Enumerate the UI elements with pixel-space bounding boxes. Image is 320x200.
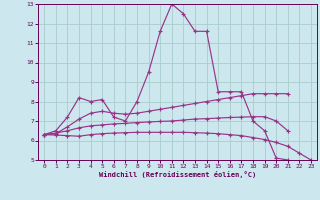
X-axis label: Windchill (Refroidissement éolien,°C): Windchill (Refroidissement éolien,°C) (99, 171, 256, 178)
